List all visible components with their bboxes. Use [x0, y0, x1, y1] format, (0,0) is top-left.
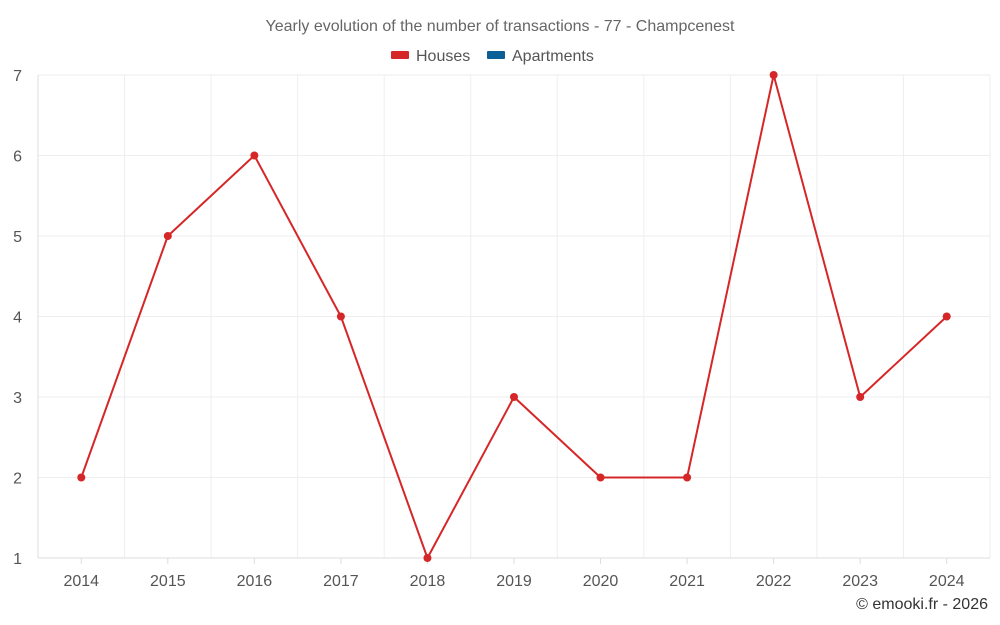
credit-text: © emooki.fr - 2026 — [856, 596, 988, 613]
legend: Houses Apartments — [391, 48, 594, 65]
legend-swatch-apartments[interactable] — [487, 51, 505, 59]
x-tick-label: 2014 — [63, 573, 99, 590]
x-tick-label: 2018 — [410, 573, 446, 590]
x-tick-label: 2015 — [150, 573, 186, 590]
data-point-houses — [942, 312, 951, 321]
x-tick-label: 2024 — [929, 573, 965, 590]
y-tick-label: 5 — [13, 229, 22, 246]
legend-swatch-houses[interactable] — [391, 51, 409, 59]
x-tick-label: 2022 — [756, 573, 792, 590]
y-tick-label: 2 — [13, 471, 22, 488]
x-tick-label: 2019 — [496, 573, 532, 590]
y-tick-label: 4 — [13, 310, 22, 327]
x-tick-label: 2017 — [323, 573, 359, 590]
series — [77, 71, 951, 562]
data-point-houses — [596, 473, 605, 482]
y-tick-label: 3 — [13, 390, 22, 407]
x-tick-label: 2023 — [842, 573, 878, 590]
data-point-houses — [510, 393, 518, 401]
data-point-houses — [769, 71, 778, 79]
y-tick-label: 7 — [13, 68, 22, 85]
data-point-houses — [336, 312, 345, 321]
data-point-houses — [423, 554, 432, 562]
data-point-houses — [250, 151, 259, 160]
data-point-houses — [856, 393, 865, 401]
x-tick-label: 2021 — [669, 573, 705, 590]
data-point-houses — [683, 473, 692, 482]
y-tick-label: 6 — [13, 149, 22, 166]
x-tick-label: 2020 — [583, 573, 619, 590]
grid — [38, 74, 991, 558]
chart-title: Yearly evolution of the number of transa… — [266, 18, 736, 35]
legend-label-houses[interactable]: Houses — [416, 48, 470, 65]
x-tick-label: 2016 — [237, 573, 273, 590]
data-point-houses — [77, 473, 86, 482]
legend-label-apartments[interactable]: Apartments — [512, 48, 594, 65]
axes: 1 2 3 4 5 6 7 2014 2015 2016 2017 2018 2019 2020 2021 2… — [13, 68, 990, 590]
data-point-houses — [163, 232, 172, 240]
y-tick-label: 1 — [13, 551, 22, 568]
